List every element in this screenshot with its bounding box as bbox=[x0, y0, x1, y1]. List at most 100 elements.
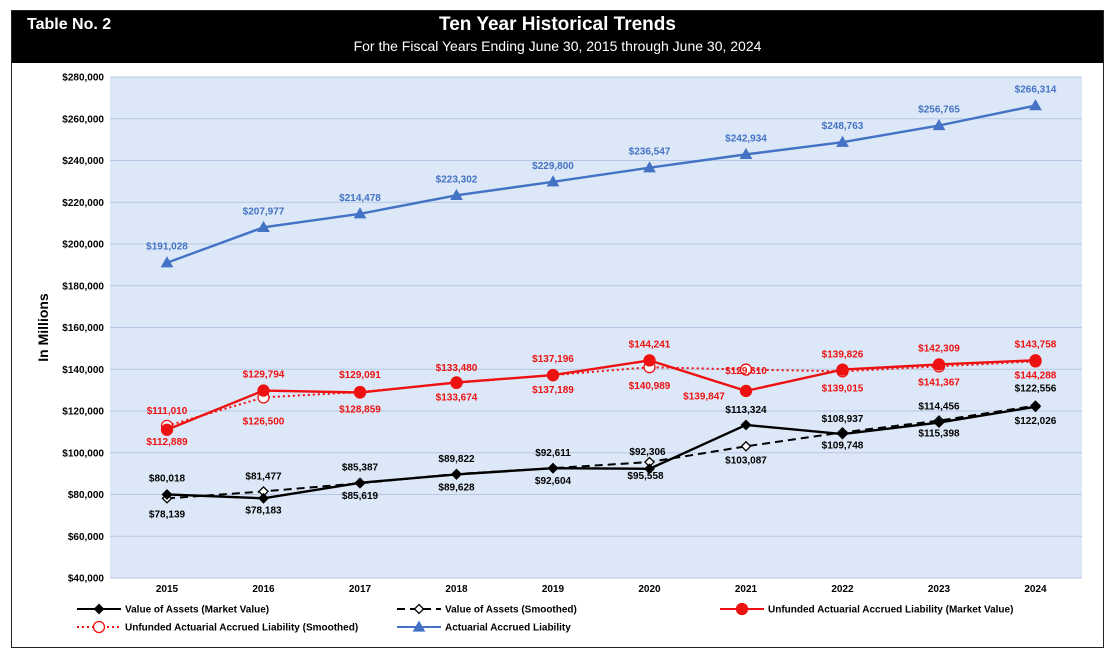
data-point bbox=[837, 428, 848, 440]
data-label: $78,139 bbox=[149, 509, 186, 520]
data-label: $137,189 bbox=[532, 385, 574, 396]
data-point bbox=[258, 492, 269, 504]
data-point bbox=[450, 188, 463, 200]
legend-marker bbox=[413, 603, 425, 615]
data-label: $126,500 bbox=[243, 416, 285, 427]
data-label: $114,456 bbox=[918, 402, 960, 413]
y-tick-label: $220,000 bbox=[62, 198, 104, 209]
data-label: $103,087 bbox=[725, 455, 767, 466]
x-tick-label: 2022 bbox=[831, 584, 854, 595]
data-label: $133,674 bbox=[436, 392, 478, 403]
x-tick-label: 2024 bbox=[1024, 584, 1047, 595]
series-line bbox=[166, 104, 1036, 264]
data-label: $143,758 bbox=[1015, 339, 1057, 350]
data-label: $85,387 bbox=[342, 462, 379, 473]
x-tick-label: 2018 bbox=[445, 584, 468, 595]
data-label: $140,989 bbox=[629, 381, 671, 392]
data-point bbox=[546, 175, 560, 187]
data-point bbox=[643, 161, 656, 173]
y-axis-label: In Millions bbox=[35, 293, 51, 362]
data-label: $115,398 bbox=[918, 429, 960, 440]
data-point bbox=[257, 220, 270, 232]
data-label: $223,302 bbox=[436, 174, 478, 185]
data-label: $129,091 bbox=[339, 370, 381, 381]
x-tick-label: 2015 bbox=[156, 584, 179, 595]
data-point bbox=[546, 368, 560, 382]
data-label: $129,610 bbox=[725, 366, 767, 377]
data-label: $92,306 bbox=[629, 447, 666, 458]
data-label: $142,309 bbox=[918, 343, 960, 354]
y-tick-label: $40,000 bbox=[68, 574, 105, 585]
data-label: $128,859 bbox=[339, 405, 381, 416]
legend-marker bbox=[92, 620, 106, 634]
y-tick-label: $160,000 bbox=[62, 323, 104, 334]
header-bar: Table No. 2 Ten Year Historical Trends F… bbox=[12, 11, 1103, 63]
data-label: $191,028 bbox=[146, 242, 188, 253]
y-tick-label: $280,000 bbox=[62, 73, 104, 84]
legend-item: Value of Assets (Market Value) bbox=[77, 603, 269, 616]
legend-label: Actuarial Accrued Liability bbox=[445, 623, 571, 634]
chart-svg: $40,000 $60,000 $80,000 $100,000 $120,000 $14… bbox=[35, 73, 1082, 634]
data-label: $111,010 bbox=[147, 406, 188, 417]
data-label: $144,241 bbox=[629, 339, 671, 350]
data-point bbox=[161, 489, 173, 500]
y-tick-label: $240,000 bbox=[62, 156, 104, 167]
data-label: $122,556 bbox=[1015, 384, 1057, 395]
data-label: $80,018 bbox=[149, 473, 186, 484]
x-tick-label: 2017 bbox=[349, 584, 372, 595]
data-label: $92,604 bbox=[535, 476, 572, 487]
chart-subtitle: For the Fiscal Years Ending June 30, 201… bbox=[353, 38, 762, 54]
data-label: $78,183 bbox=[245, 505, 282, 516]
legend-marker bbox=[412, 620, 426, 632]
legend-marker bbox=[93, 603, 105, 615]
x-tick-label: 2021 bbox=[735, 584, 758, 595]
data-label: $139,015 bbox=[822, 383, 864, 394]
data-point bbox=[353, 386, 367, 399]
series-aal bbox=[160, 99, 1042, 268]
data-point bbox=[739, 384, 753, 398]
legend-item: Actuarial Accrued Liability bbox=[397, 620, 571, 634]
y-tick-label: $200,000 bbox=[62, 240, 104, 251]
series-uaal-market bbox=[160, 354, 1042, 436]
data-point bbox=[257, 384, 270, 397]
data-label: $137,196 bbox=[532, 354, 574, 365]
x-tick-label: 2016 bbox=[252, 584, 275, 595]
legend-item: Value of Assets (Smoothed) bbox=[397, 603, 577, 616]
data-point bbox=[739, 363, 753, 376]
data-point bbox=[451, 468, 462, 480]
y-tick-label: $100,000 bbox=[62, 448, 104, 459]
data-label: $144,288 bbox=[1015, 370, 1057, 381]
data-point bbox=[450, 376, 463, 389]
legend-label: Unfunded Actuarial Accrued Liability (Sm… bbox=[125, 623, 358, 634]
series-assets-market bbox=[161, 401, 1041, 504]
x-tick-label: 2020 bbox=[638, 584, 661, 595]
legend-item: Unfunded Actuarial Accrued Liability (Sm… bbox=[77, 620, 358, 634]
legend-marker bbox=[735, 602, 749, 616]
legend-label: Value of Assets (Market Value) bbox=[125, 605, 269, 616]
data-label: $108,937 bbox=[822, 414, 864, 425]
x-tick-label: 2019 bbox=[542, 584, 565, 595]
data-label: $141,367 bbox=[918, 377, 960, 388]
data-label: $229,800 bbox=[532, 161, 574, 172]
data-label: $81,477 bbox=[245, 471, 282, 482]
data-label: $139,847 bbox=[683, 392, 725, 403]
y-tick-label: $60,000 bbox=[68, 532, 105, 543]
legend-label: Value of Assets (Smoothed) bbox=[445, 605, 577, 616]
y-tick-label: $120,000 bbox=[62, 407, 104, 418]
series-line bbox=[166, 404, 1036, 500]
data-point bbox=[644, 463, 655, 475]
data-point bbox=[547, 462, 559, 474]
data-label: $89,822 bbox=[438, 454, 475, 465]
data-label: $109,748 bbox=[822, 440, 864, 451]
y-tick-label: $180,000 bbox=[62, 281, 104, 292]
data-point bbox=[932, 118, 946, 131]
data-point bbox=[932, 358, 946, 371]
data-label: $92,611 bbox=[535, 448, 571, 459]
series-line bbox=[166, 405, 1036, 500]
chart-title: Ten Year Historical Trends bbox=[439, 14, 676, 35]
data-label: $89,628 bbox=[438, 482, 475, 493]
legend-label: Unfunded Actuarial Accrued Liability (Ma… bbox=[768, 605, 1013, 616]
data-point bbox=[1029, 354, 1042, 367]
chart-frame: Table No. 2 Ten Year Historical Trends F… bbox=[11, 10, 1104, 648]
data-point bbox=[740, 419, 752, 431]
